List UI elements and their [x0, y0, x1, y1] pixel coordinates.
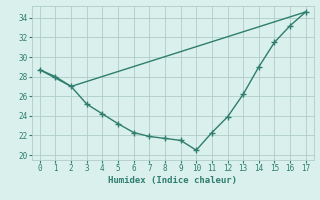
X-axis label: Humidex (Indice chaleur): Humidex (Indice chaleur): [108, 176, 237, 185]
